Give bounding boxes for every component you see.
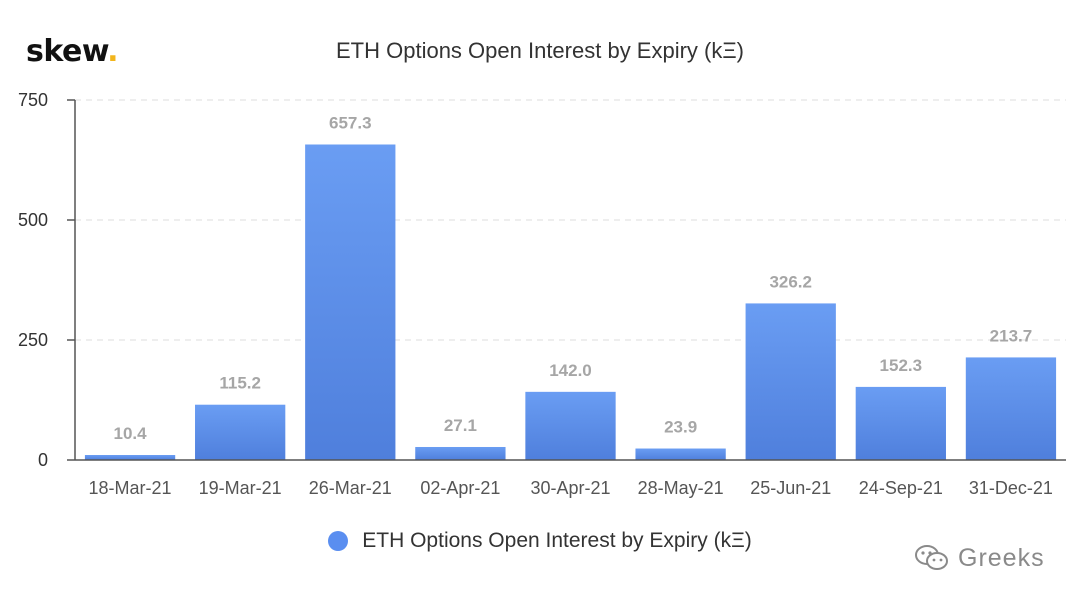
wechat-icon [915, 545, 948, 570]
x-tick-label: 26-Mar-21 [309, 478, 392, 498]
grid-lines [75, 99, 1066, 341]
legend-label: ETH Options Open Interest by Expiry (kΞ) [362, 529, 752, 552]
y-tick-label: 750 [18, 90, 48, 110]
data-label: 326.2 [769, 272, 812, 291]
y-tick-label: 500 [18, 210, 48, 230]
y-axis: 0 250 500 750 [18, 90, 76, 470]
data-label: 657.3 [329, 113, 372, 132]
bar-18-Mar-21[interactable] [84, 455, 176, 460]
legend-marker [328, 531, 349, 551]
x-axis: 18-Mar-21 19-Mar-21 26-Mar-21 02-Apr-21 30-A… [75, 459, 1066, 498]
x-tick-label: 18-Mar-21 [89, 478, 172, 498]
watermark-text: Greeks [958, 543, 1045, 572]
watermark: Greeks [914, 543, 1045, 573]
x-tick-label: 28-May-21 [638, 478, 724, 498]
logo-text: skew [26, 34, 108, 69]
x-tick-label: 25-Jun-21 [750, 478, 831, 498]
x-tick-label: 31-Dec-21 [969, 478, 1053, 498]
data-label: 142.0 [549, 361, 592, 380]
data-label: 213.7 [990, 326, 1033, 345]
data-labels: 10.4 115.2 657.3 27.1 142.0 23.9 326.2 152.3 213… [114, 113, 1033, 443]
legend[interactable]: ETH Options Open Interest by Expiry (kΞ) [0, 529, 1080, 553]
x-tick-label: 02-Apr-21 [420, 478, 500, 498]
data-label: 10.4 [114, 424, 148, 443]
data-label: 152.3 [880, 356, 923, 375]
data-label: 23.9 [664, 418, 697, 437]
bar-24-Sep-21[interactable] [855, 386, 946, 460]
bar-30-Apr-21[interactable] [525, 391, 616, 460]
bar-28-May-21[interactable] [635, 448, 726, 460]
bar-19-Mar-21[interactable] [195, 404, 286, 460]
bar-26-Mar-21[interactable] [305, 144, 396, 460]
data-label: 115.2 [219, 374, 261, 393]
bar-25-Jun-21[interactable] [745, 303, 836, 460]
data-label: 27.1 [444, 416, 477, 435]
bar-02-Apr-21[interactable] [415, 446, 506, 460]
logo-dot: . [107, 34, 119, 69]
bars [84, 144, 1057, 460]
skew-logo: skew. [26, 34, 119, 69]
chart-title: ETH Options Open Interest by Expiry (kΞ) [336, 38, 744, 63]
y-tick-label: 0 [38, 450, 48, 470]
bar-31-Dec-21[interactable] [965, 357, 1057, 460]
x-tick-label: 19-Mar-21 [199, 478, 282, 498]
x-tick-label: 30-Apr-21 [530, 478, 610, 498]
y-tick-label: 250 [18, 330, 48, 350]
x-tick-label: 24-Sep-21 [859, 478, 943, 498]
